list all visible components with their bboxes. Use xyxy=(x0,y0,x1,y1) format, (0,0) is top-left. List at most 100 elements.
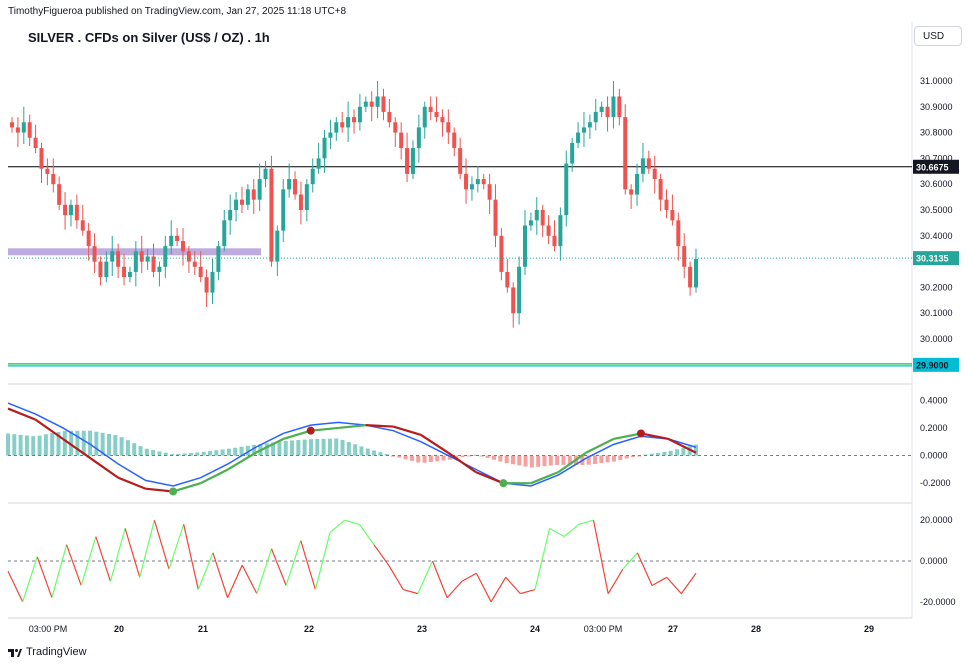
macd-signal-line xyxy=(200,468,229,485)
candle-body xyxy=(263,168,268,180)
candle-body xyxy=(523,225,527,267)
candle-body xyxy=(416,127,421,149)
candle-body xyxy=(15,127,20,133)
macd-signal-line xyxy=(282,429,312,441)
candle-body xyxy=(499,235,504,272)
osc-line-segment xyxy=(373,544,390,566)
osc-line-segment xyxy=(490,577,507,603)
candle-body xyxy=(63,204,68,216)
macd-cross-dot xyxy=(636,429,645,438)
candle-body xyxy=(269,168,274,262)
candle-body xyxy=(581,127,586,133)
macd-signal-line xyxy=(613,432,642,441)
osc-line-segment xyxy=(7,570,24,603)
candle-body xyxy=(688,266,693,288)
macd-histogram-bar xyxy=(523,455,528,467)
macd-histogram-bar xyxy=(283,440,288,456)
osc-line-segment xyxy=(80,536,97,586)
macd-histogram-bar xyxy=(182,453,187,456)
candle-body xyxy=(98,261,103,278)
macd-histogram-bar xyxy=(637,455,642,457)
candle-body xyxy=(428,106,433,112)
macd-histogram-bar xyxy=(119,437,124,456)
candle-body xyxy=(564,163,569,216)
candle-body xyxy=(475,179,480,185)
candle-body xyxy=(210,271,215,293)
candle-body xyxy=(275,230,280,262)
macd-histogram-bar xyxy=(473,454,478,456)
macd-histogram-bar xyxy=(605,455,610,463)
tradingview-brand: TradingView xyxy=(26,646,87,658)
macd-signal-line xyxy=(145,487,174,493)
macd-histogram-bar xyxy=(296,440,301,456)
macd-signal-line xyxy=(667,437,697,454)
osc-line-segment xyxy=(549,527,565,538)
macd-signal-line xyxy=(585,437,614,454)
macd-signal-line xyxy=(172,482,201,493)
osc-line-segment xyxy=(153,520,170,570)
candle-body xyxy=(92,246,97,262)
macd-histogram-bar xyxy=(542,455,547,467)
osc-line-segment xyxy=(563,523,580,537)
macd-histogram-bar xyxy=(214,450,219,456)
last-price-label-bg xyxy=(913,251,959,266)
y-tick-label: 30.0000 xyxy=(920,334,953,344)
candle-body xyxy=(298,194,303,210)
candle-body xyxy=(387,111,392,123)
candle-body xyxy=(446,122,451,133)
macd-histogram-bar xyxy=(138,446,143,456)
support-price-label-bg xyxy=(913,357,959,372)
published-by-text: TimothyFigueroa published on TradingView… xyxy=(8,6,347,17)
candle-body xyxy=(375,96,380,107)
macd-histogram-bar xyxy=(264,443,269,456)
macd-y-tick: 0.2000 xyxy=(920,423,948,433)
osc-line-segment xyxy=(505,576,521,595)
macd-histogram-bar xyxy=(290,440,295,456)
osc-line-segment xyxy=(168,524,185,570)
candle-body xyxy=(57,184,62,205)
macd-y-tick: -0.2000 xyxy=(920,478,951,488)
macd-histogram-bar xyxy=(12,434,17,456)
candle-body xyxy=(464,173,469,190)
macd-histogram-bar xyxy=(113,435,118,456)
macd-histogram-bar xyxy=(125,440,130,456)
candle-body xyxy=(534,210,539,221)
macd-signal-line xyxy=(227,451,257,471)
macd-y-tick: 0.0000 xyxy=(920,451,948,461)
currency-button[interactable]: USD xyxy=(914,26,962,46)
tradingview-logo-icon xyxy=(8,647,22,657)
macd-histogram-bar xyxy=(106,433,111,456)
candle-body xyxy=(139,251,144,262)
macd-histogram-bar xyxy=(195,452,200,456)
candle-body xyxy=(357,106,362,123)
macd-histogram-bar xyxy=(372,450,377,456)
osc-line-segment xyxy=(388,564,404,590)
candle-body xyxy=(304,184,309,210)
candle-body xyxy=(381,96,386,112)
candle-body xyxy=(623,117,628,190)
macd-histogram-bar xyxy=(378,452,383,456)
candle-body xyxy=(245,189,250,205)
candle-body xyxy=(393,122,398,133)
macd-histogram-bar xyxy=(353,444,358,456)
candle-body xyxy=(422,106,427,128)
candle-body xyxy=(186,251,191,262)
macd-histogram-bar xyxy=(18,434,23,456)
macd-histogram-bar xyxy=(62,430,67,456)
candle-body xyxy=(257,179,262,200)
osc-line-segment xyxy=(636,552,653,586)
macd-histogram-bar xyxy=(397,455,402,458)
candle-body xyxy=(316,158,321,169)
level-price-label: 30.6675 xyxy=(916,162,949,172)
candle-body xyxy=(145,256,150,262)
candle-body xyxy=(175,235,180,241)
osc-line-segment xyxy=(270,548,287,586)
macd-histogram-bar xyxy=(479,455,484,457)
candle-body xyxy=(652,168,657,180)
candle-body xyxy=(369,101,374,107)
macd-histogram-bar xyxy=(435,455,440,462)
macd-histogram-bar xyxy=(308,439,313,456)
macd-histogram-bar xyxy=(327,438,332,456)
macd-histogram-bar xyxy=(50,433,55,456)
macd-histogram-bar xyxy=(220,449,225,456)
